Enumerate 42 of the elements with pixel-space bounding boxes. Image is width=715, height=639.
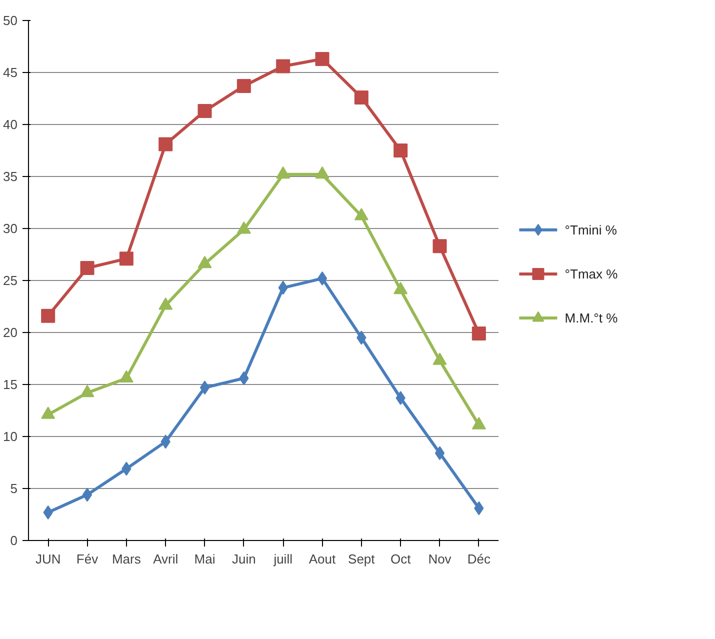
y-tick-label: 10 <box>3 429 18 444</box>
point <box>41 308 56 323</box>
point <box>354 90 368 104</box>
x-tick-label: Avril <box>153 552 178 566</box>
point <box>472 326 486 341</box>
x-tick-label: Mai <box>194 552 216 566</box>
y-tick-label: 15 <box>3 377 18 392</box>
y-tick-label: 25 <box>3 273 18 288</box>
legend-label: M.M.°t % <box>564 310 618 326</box>
x-tick-label: Nov <box>428 552 452 566</box>
x-tick-label: Aout <box>308 552 336 566</box>
point <box>119 252 134 266</box>
point <box>198 104 212 118</box>
point <box>236 79 251 94</box>
y-tick-label: 40 <box>3 117 18 132</box>
x-tick-label: Oct <box>390 552 412 566</box>
point <box>80 261 94 276</box>
x-tick-label: Juin <box>232 552 256 566</box>
x-tick-label: Déc <box>467 552 491 566</box>
point <box>434 446 445 460</box>
y-tick-label: 50 <box>3 13 18 28</box>
point <box>158 137 173 152</box>
point <box>315 52 330 66</box>
y-tick-label: 45 <box>3 65 18 80</box>
legend-label: °Tmini % <box>564 222 618 238</box>
point <box>200 380 210 395</box>
x-tick-label: JUN <box>35 552 61 566</box>
x-tick-label: Mars <box>112 552 142 566</box>
legend-label: °Tmax % <box>564 266 618 282</box>
point <box>276 59 290 74</box>
y-tick-label: 5 <box>10 481 18 496</box>
y-tick-label: 30 <box>3 221 18 236</box>
point <box>317 271 328 286</box>
point <box>394 144 408 158</box>
y-tick-label: 20 <box>3 325 18 340</box>
x-tick-label: Sept <box>348 552 376 566</box>
y-tick-label: 35 <box>3 169 18 184</box>
point <box>82 488 92 502</box>
y-tick-label: 0 <box>10 533 18 548</box>
x-tick-label: Fév <box>76 552 99 566</box>
point <box>432 239 447 254</box>
x-tick-label: juill <box>272 552 293 566</box>
